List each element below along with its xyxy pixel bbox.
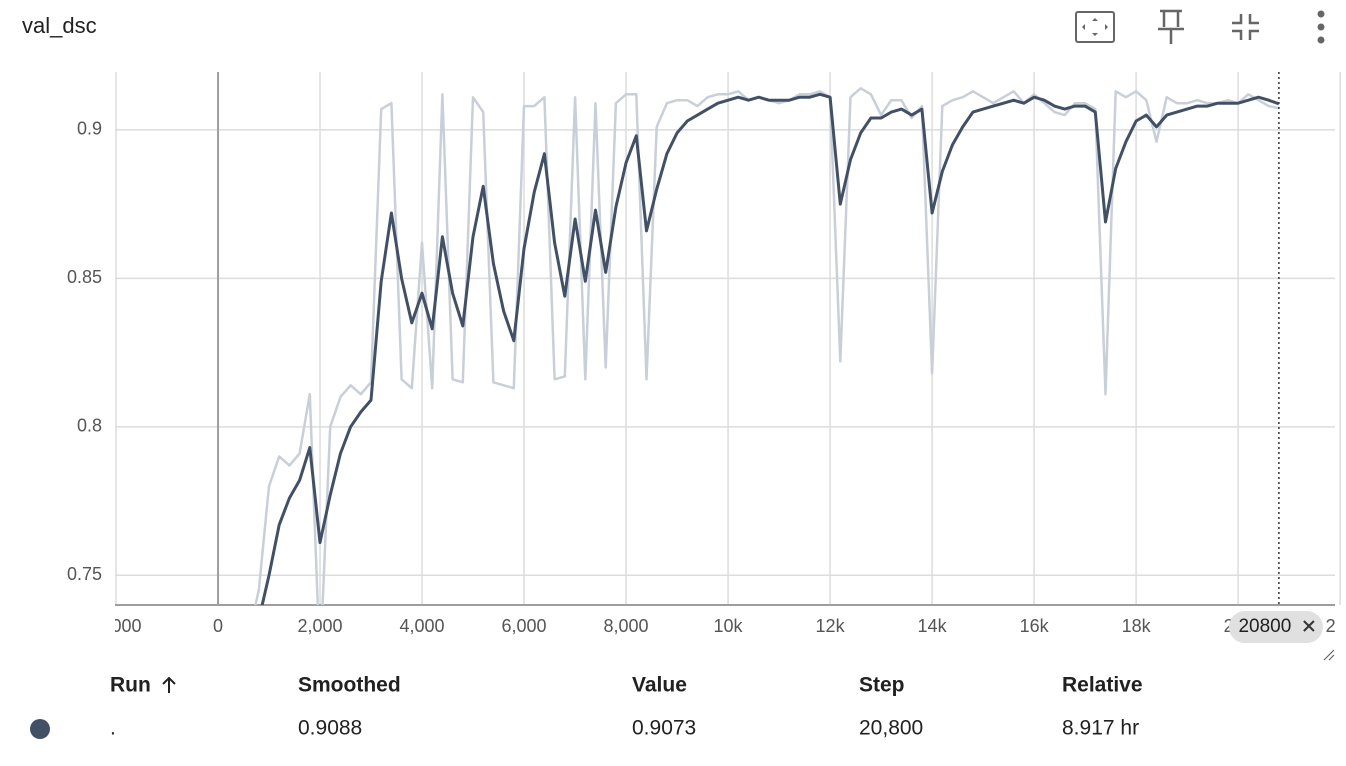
fit-domain-button[interactable] [1075,11,1115,43]
y-tick-label: 0.9 [77,119,102,139]
column-header[interactable]: Value [632,674,687,697]
y-tick-label: 0.85 [67,267,102,287]
pin-button[interactable] [1158,9,1184,44]
x-tick-label: 0 [213,616,223,636]
table-cell: 20,800 [859,717,923,740]
x-tick-label: 10k [714,616,744,636]
x-tick-label: 6,000 [502,616,547,636]
x-tick-label: 16k [1020,616,1050,636]
more-menu-button[interactable] [1317,10,1325,44]
x-tick-label: 12k [816,616,846,636]
x-axis-labels: -2,000 0 2,000 4,000 6,000 8,000 10k 12k 14k 16k 1… [90,616,1346,636]
series-line [260,92,1280,605]
x-tick-label: 8,000 [604,616,649,636]
table-cell: 0.9073 [632,717,696,740]
x-tick-label: 18k [1122,616,1152,636]
x-tick-label: 4,000 [400,616,445,636]
x-tick-label: 14k [918,616,948,636]
column-header[interactable]: Smoothed [298,674,401,697]
collapse-button[interactable] [1232,14,1259,40]
x-tick-label: 2,000 [298,616,343,636]
column-header[interactable]: Step [859,674,905,697]
column-header[interactable]: Relative [1062,674,1143,697]
cursor-chip-bg [1228,611,1323,643]
table-cell: . [110,717,116,740]
data-table: Run Smoothed Value Step Relative. 0.9088 0.907… [30,674,1143,740]
cursor-chip-close[interactable] [1303,620,1315,632]
grid: 0.75 0.8 0.85 0.9 [67,72,1341,606]
resize-handle[interactable] [1323,649,1335,661]
y-tick-label: 0.75 [67,564,102,584]
column-header[interactable]: Run [110,674,151,697]
y-tick-label: 0.8 [77,416,102,436]
x-tick-label: -2,000 [90,616,141,636]
run-color-dot [30,719,50,739]
sort-arrow [162,676,176,693]
series-line [254,87,1280,605]
table-cell: 0.9088 [298,717,362,740]
x-tick-label: 22k [1326,616,1346,636]
card-title: val_dsc [22,13,97,38]
plot-lines [254,72,1280,605]
cursor-chip-label: 20800 [1238,616,1291,637]
cursor-chip[interactable]: 20800 [1228,611,1323,643]
table-cell: 8.917 hr [1062,717,1139,740]
